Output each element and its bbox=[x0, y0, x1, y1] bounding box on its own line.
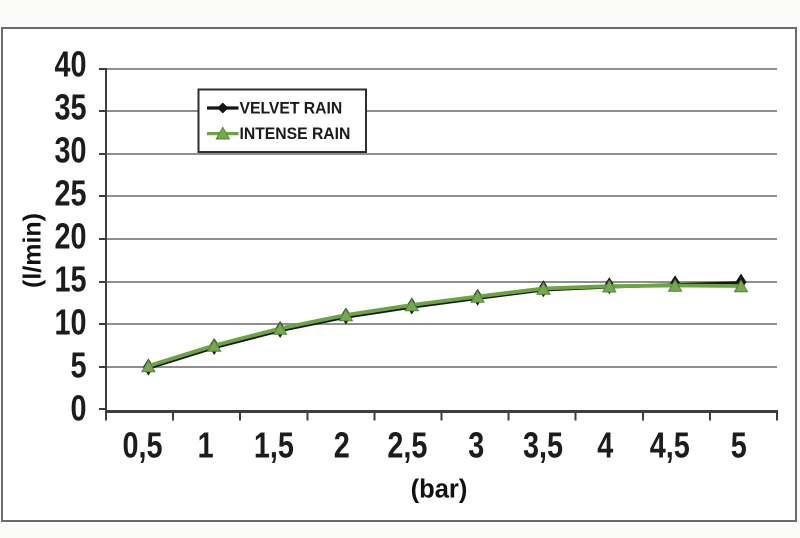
svg-text:40: 40 bbox=[54, 43, 86, 84]
svg-text:4,5: 4,5 bbox=[650, 424, 690, 465]
svg-text:15: 15 bbox=[54, 258, 86, 299]
svg-text:2: 2 bbox=[334, 424, 350, 465]
svg-text:(bar): (bar) bbox=[411, 476, 468, 504]
svg-text:3: 3 bbox=[468, 424, 484, 465]
svg-text:3,5: 3,5 bbox=[523, 424, 563, 465]
svg-text:2,5: 2,5 bbox=[387, 424, 427, 465]
svg-text:35: 35 bbox=[54, 86, 86, 127]
svg-text:5: 5 bbox=[70, 344, 86, 385]
svg-text:25: 25 bbox=[54, 172, 86, 213]
svg-text:30: 30 bbox=[54, 129, 86, 170]
svg-text:INTENSE RAIN: INTENSE RAIN bbox=[240, 124, 351, 143]
svg-text:(l/min): (l/min) bbox=[18, 213, 46, 288]
svg-text:10: 10 bbox=[54, 301, 86, 342]
svg-text:0: 0 bbox=[70, 387, 86, 428]
svg-text:1: 1 bbox=[198, 424, 214, 465]
svg-text:1,5: 1,5 bbox=[254, 424, 294, 465]
svg-text:20: 20 bbox=[54, 215, 86, 256]
svg-text:0,5: 0,5 bbox=[122, 424, 162, 465]
svg-text:4: 4 bbox=[597, 424, 613, 465]
svg-text:5: 5 bbox=[731, 424, 747, 465]
svg-text:VELVET RAIN: VELVET RAIN bbox=[240, 99, 343, 118]
